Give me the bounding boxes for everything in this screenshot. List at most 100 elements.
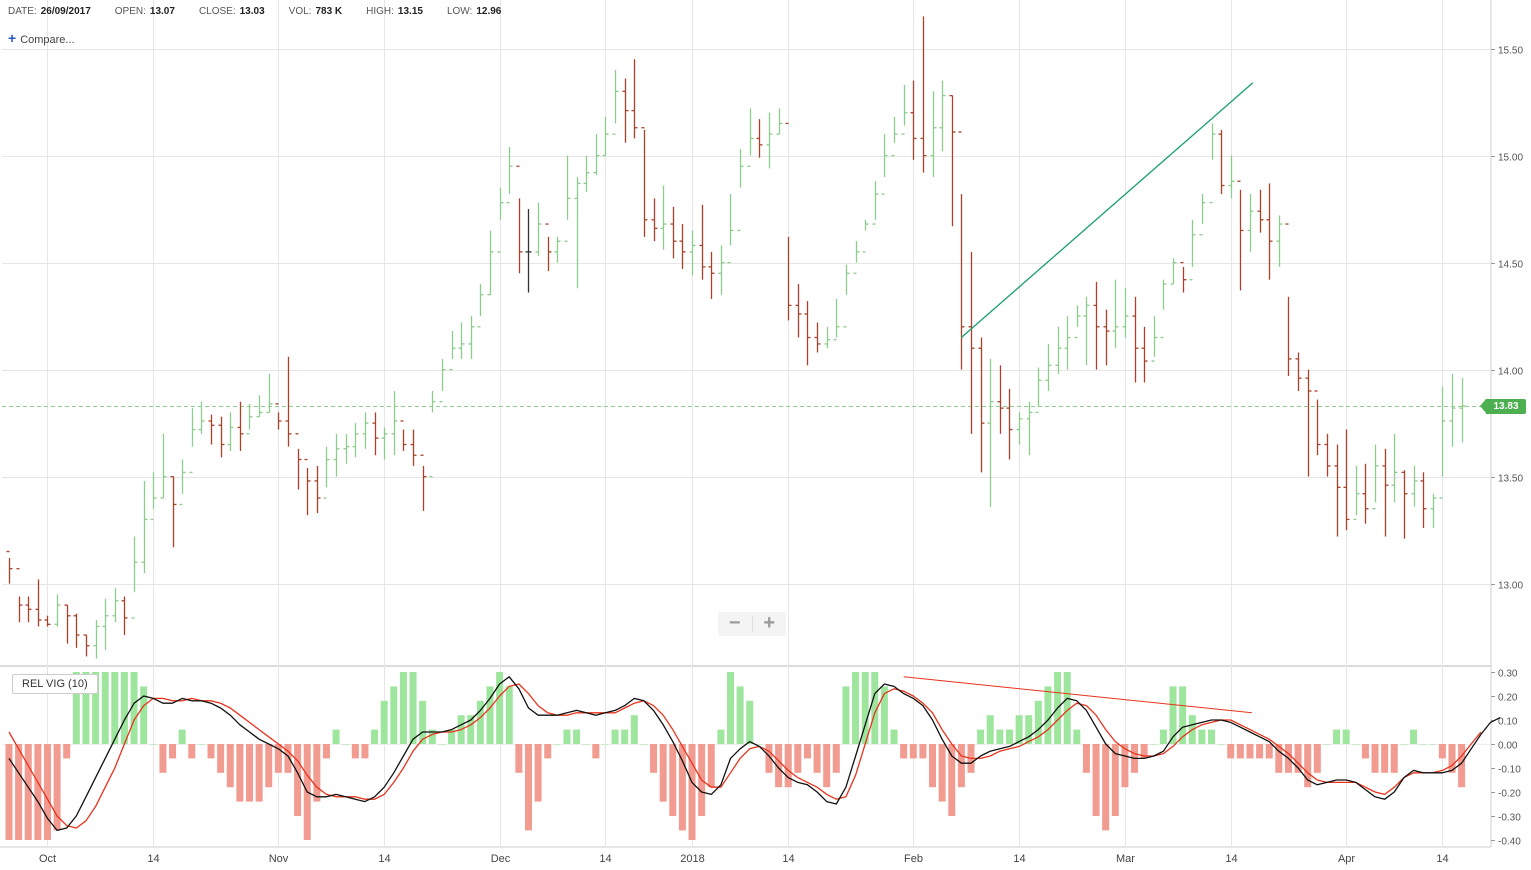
ohlc-bar: [429, 391, 436, 478]
ohlc-bar: [978, 337, 985, 473]
plus-icon: +: [8, 30, 17, 46]
ohlc-bar: [1083, 296, 1090, 366]
x-tick-label: 2018: [680, 853, 704, 865]
ohlc-bar: [1045, 343, 1052, 392]
ohlc-bar: [1064, 316, 1071, 370]
histogram-bar: [871, 672, 879, 744]
ohlc-bar: [477, 283, 484, 328]
histogram-bar: [1092, 744, 1100, 816]
histogram-bar: [900, 744, 908, 759]
histogram-bar: [986, 715, 994, 744]
histogram-bar: [226, 744, 234, 788]
ohlc-bar: [1228, 155, 1235, 199]
histogram-bar: [524, 744, 532, 831]
histogram-bar: [592, 744, 600, 759]
ohlc-bar: [141, 480, 148, 573]
ohlc-bar: [602, 117, 609, 157]
histogram-bar: [1082, 744, 1090, 773]
ohlc-bar: [1459, 378, 1466, 443]
histogram-bar: [515, 744, 523, 773]
histogram-bar: [650, 744, 658, 773]
ohlc-bar: [766, 112, 773, 169]
ohlc-bar: [737, 149, 744, 232]
histogram-bar: [1073, 729, 1081, 744]
zoom-in-button[interactable]: +: [763, 612, 776, 634]
histogram-bar: [909, 744, 917, 759]
histogram-bar: [265, 744, 273, 788]
histogram-bar: [553, 744, 561, 745]
histogram-bar: [1448, 744, 1456, 773]
histogram-bar: [563, 729, 571, 744]
histogram-bar: [1121, 744, 1129, 788]
ohlc-bar: [1420, 472, 1427, 529]
trend-line-price: [960, 82, 1254, 338]
zoom-out-button[interactable]: −: [728, 612, 741, 634]
ohlc-bar: [708, 251, 715, 299]
histogram-bar: [755, 744, 763, 745]
ohlc-bar: [1411, 465, 1418, 507]
histogram-bar: [1169, 686, 1177, 744]
ohlc-bar: [381, 427, 388, 460]
indicator-label[interactable]: REL VIG (10): [12, 674, 98, 694]
histogram-bar: [861, 672, 869, 744]
ohlc-bar: [853, 241, 860, 274]
ohlc-bar: [83, 634, 90, 657]
ohlc-bar: [1372, 444, 1379, 510]
ohlc-bar: [352, 423, 359, 458]
histogram-bar: [688, 744, 696, 840]
ohlc-bar: [131, 536, 138, 619]
histogram-bar: [1025, 715, 1033, 744]
histogram-bar: [246, 744, 253, 802]
ohlc-bar: [968, 251, 975, 434]
histogram-bar: [1352, 744, 1360, 745]
histogram-bar: [332, 729, 340, 744]
ohlc-bar: [343, 433, 350, 464]
histogram-bar: [601, 744, 609, 745]
ohlc-bar: [1189, 219, 1196, 281]
ohlc-bar: [1343, 429, 1350, 531]
histogram-bar: [630, 715, 638, 744]
ohlc-bar: [102, 598, 109, 651]
ohlc-bar: [1276, 215, 1283, 267]
ohlc-bar: [218, 416, 225, 458]
histogram-bar: [322, 744, 330, 759]
histogram-bar: [1265, 744, 1273, 759]
ohlc-bar: [170, 475, 177, 548]
histogram-bar: [544, 744, 552, 759]
histogram-bar: [1150, 744, 1158, 745]
rvi-histogram: [5, 672, 1466, 840]
ohlc-bar: [1132, 296, 1139, 383]
histogram-bar: [823, 744, 831, 788]
histogram-bar: [1458, 744, 1466, 788]
ohlc-bar: [958, 131, 965, 370]
histogram-bar: [727, 672, 734, 744]
ohlc-bar: [891, 117, 898, 157]
ohlc-bar: [670, 206, 677, 259]
histogram-bar: [1208, 729, 1215, 744]
histogram-bar: [929, 744, 937, 788]
histogram-bar: [197, 744, 205, 745]
histogram-bar: [1256, 744, 1264, 759]
histogram-bar: [842, 686, 850, 744]
ohlc-bar: [1141, 326, 1148, 383]
histogram-bar: [1275, 744, 1283, 773]
histogram-bar: [1179, 686, 1187, 744]
price-y-tick-label: 13.50: [1498, 474, 1523, 485]
price-y-tick-label: 15.00: [1498, 153, 1523, 164]
price-y-tick-label: 15.50: [1498, 46, 1523, 57]
ohlc-bar: [843, 264, 850, 328]
ohlc-bar: [901, 84, 908, 135]
histogram-bar: [1227, 744, 1235, 759]
ohlc-bar: [881, 134, 888, 195]
histogram-bar: [140, 686, 148, 744]
indicator-y-tick-label: -0.20: [1498, 789, 1521, 800]
compare-button[interactable]: + Compare...: [8, 30, 75, 46]
ohlc-bar: [1055, 326, 1062, 374]
trend-line-indicator: [903, 676, 1252, 714]
ohlc-bar: [73, 613, 80, 648]
ohlc-bar: [1430, 493, 1437, 529]
ohlc-bar: [679, 224, 686, 270]
ohlc-bar: [727, 194, 734, 264]
